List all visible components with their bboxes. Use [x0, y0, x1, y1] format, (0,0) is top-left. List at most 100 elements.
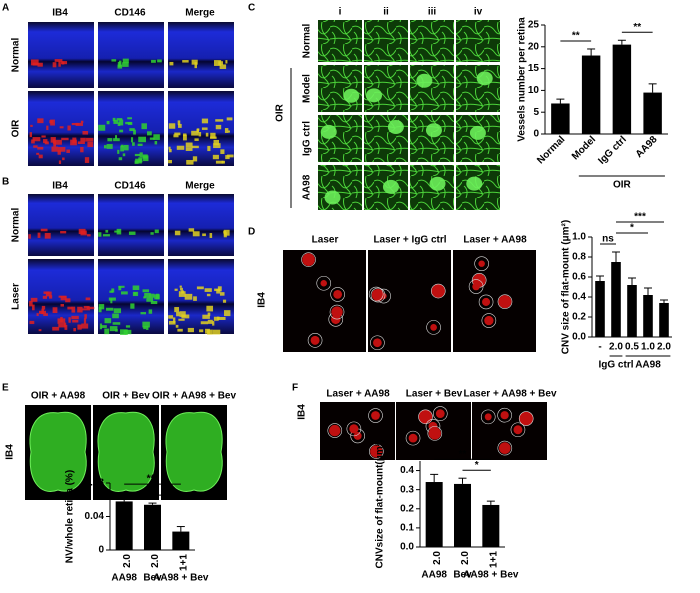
column-header: iii: [428, 7, 437, 18]
significance-label: ns: [602, 234, 614, 245]
stain-spot: [213, 143, 221, 149]
micrograph: [98, 22, 164, 88]
stain-spot: [130, 303, 135, 309]
panel-label: F: [292, 383, 298, 394]
stain-spot: [107, 138, 113, 142]
lesion: [435, 409, 445, 418]
stain-spot: [113, 138, 120, 142]
lesion: [371, 411, 380, 420]
column-header: Laser + IgG ctrl: [373, 235, 446, 246]
stain-spot: [210, 132, 216, 139]
stain-spot: [77, 324, 82, 330]
stain-spot: [77, 306, 83, 313]
neovascular-tuft: [476, 71, 493, 86]
stain-spot: [45, 291, 52, 297]
stain-spot: [83, 318, 87, 324]
stain-spot: [50, 119, 55, 126]
stain-spot: [32, 137, 41, 142]
stain-spot: [72, 319, 79, 323]
stain-spot: [114, 230, 120, 233]
lesion: [499, 442, 511, 454]
stain-spot: [168, 320, 176, 325]
group-label: OIR: [613, 180, 632, 191]
bar: [454, 483, 471, 547]
micrograph: [283, 250, 366, 352]
lesion-outline: [329, 304, 345, 320]
stain-spot: [36, 152, 40, 155]
lesion: [302, 253, 315, 266]
stain-spot: [82, 308, 91, 311]
stain-spot: [67, 125, 71, 131]
stain-spot: [77, 141, 85, 145]
stain-spot: [154, 141, 158, 145]
stain-spot: [133, 129, 136, 135]
stain-spot: [57, 318, 66, 324]
neovascular-tuft: [343, 88, 360, 103]
stain-spot: [41, 308, 45, 315]
stain-spot: [41, 135, 46, 138]
stain-spot: [116, 118, 123, 121]
y-tick-label: 20: [528, 41, 540, 52]
stain-spot: [113, 119, 119, 124]
bar: [482, 504, 500, 547]
stain-spot: [151, 59, 156, 63]
micrograph: [364, 20, 408, 62]
stain-spot: [112, 313, 119, 319]
micrograph: [364, 65, 408, 112]
y-tick-label: 25: [528, 20, 540, 31]
stain-spot: [80, 137, 86, 142]
stain-spot: [213, 60, 222, 66]
lesion: [331, 306, 343, 318]
stain-spot: [181, 290, 184, 294]
stain-spot: [196, 128, 200, 131]
y-axis-label: CNVsize of flat-mount(μm²): [375, 440, 386, 569]
stain-spot: [71, 122, 79, 126]
stain-spot: [220, 149, 225, 154]
stain-spot: [46, 125, 49, 131]
lesion-outline: [370, 335, 385, 351]
lesion: [519, 411, 534, 426]
stain-spot: [142, 321, 150, 328]
stain-spot: [109, 326, 118, 332]
stain-label: IB4: [257, 292, 268, 308]
lesion-outline: [497, 440, 513, 456]
stain-spot: [84, 314, 87, 319]
stain-spot: [147, 131, 152, 136]
stain-spot: [52, 62, 57, 68]
stain-spot: [52, 307, 58, 314]
column-header: CD146: [114, 8, 146, 19]
stain-spot: [62, 157, 65, 161]
stain-spot: [219, 292, 225, 296]
x-tick-label: -: [598, 342, 601, 353]
flat-mount: [97, 411, 155, 492]
lesion-outline: [432, 406, 448, 421]
stain-spot: [122, 58, 129, 64]
column-header: Laser: [312, 235, 339, 246]
stain-spot: [212, 154, 219, 160]
y-tick-label: 0: [533, 129, 539, 140]
lesion: [320, 279, 327, 287]
stain-spot: [150, 301, 158, 305]
column-header: Laser + AA98: [463, 235, 527, 246]
stain-spot: [141, 123, 147, 130]
stain-spot: [50, 137, 56, 143]
lesion-outline: [510, 422, 526, 438]
stain-spot: [109, 290, 114, 293]
stain-spot: [98, 124, 106, 131]
stain-spot: [58, 61, 61, 67]
y-tick-label: 0.0: [572, 332, 586, 343]
y-tick-label: 0.08: [85, 478, 105, 489]
stain-spot: [118, 285, 125, 288]
neovascular-tuft: [366, 88, 383, 103]
stain-spot: [215, 124, 222, 130]
stain-spot: [149, 137, 155, 140]
x-tick-label: 1+1: [488, 551, 499, 568]
stain-spot: [85, 297, 91, 301]
bar: [627, 285, 637, 337]
column-header: Laser + Bev: [406, 389, 463, 400]
stain-spot: [98, 304, 105, 310]
group-label: AA98 + Bev: [153, 573, 209, 584]
stain-spot: [67, 306, 73, 310]
stain-spot: [198, 132, 202, 137]
micrograph: [318, 20, 362, 62]
